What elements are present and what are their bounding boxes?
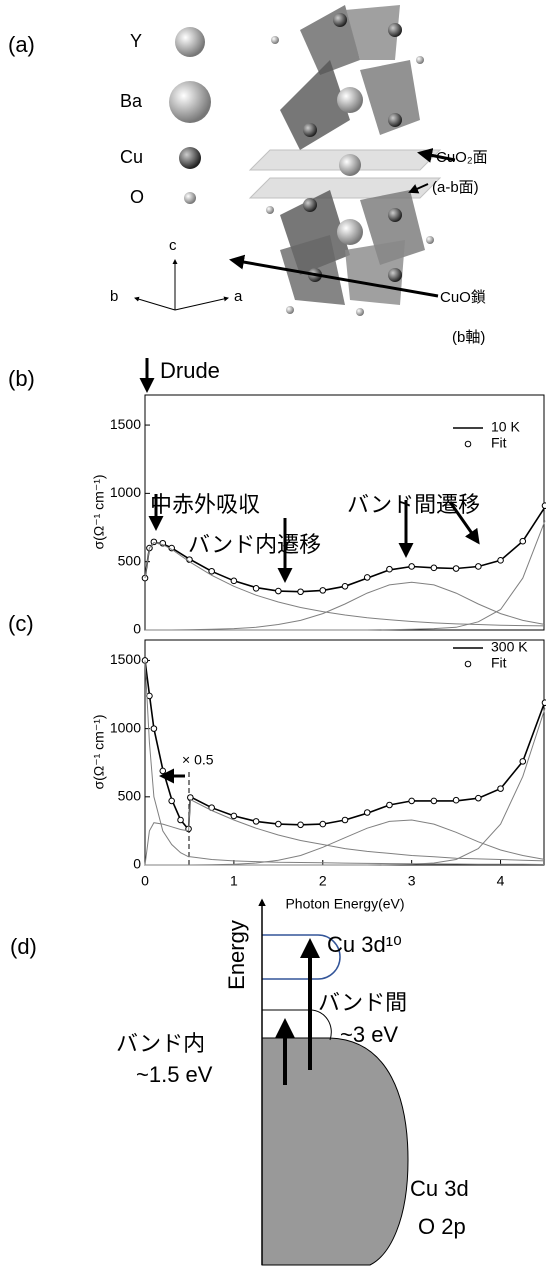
transition-label: バンド間 — [318, 990, 407, 1015]
data-point — [387, 802, 393, 808]
annotation: バンド内遷移 — [188, 532, 321, 557]
data-point — [387, 566, 393, 572]
data-point — [298, 589, 304, 595]
x-tick-label: 0 — [141, 873, 149, 889]
legend-label: 300 K — [491, 639, 528, 655]
data-point — [276, 588, 282, 594]
data-point — [476, 564, 482, 570]
legend-marker — [465, 441, 471, 447]
data-point — [231, 813, 237, 819]
annotation: CuO₂面 — [436, 149, 488, 166]
data-point — [542, 700, 546, 706]
y-tick-label: 500 — [118, 552, 142, 568]
data-point — [276, 821, 282, 827]
data-point — [498, 786, 504, 792]
data-point — [151, 539, 157, 545]
component-line — [145, 708, 545, 865]
level-label: O 2p — [418, 1214, 466, 1239]
atom-label: Y — [130, 31, 142, 51]
data-point — [453, 797, 459, 803]
legend-label: 10 K — [491, 419, 520, 435]
data-point — [151, 726, 157, 732]
data-point — [342, 817, 348, 823]
panel-label: (c) — [8, 611, 34, 636]
x-axis-label: Photon Energy(eV) — [285, 896, 404, 912]
y-tick-label: 0 — [133, 621, 141, 637]
data-point — [364, 810, 370, 816]
transition-energy: ~3 eV — [340, 1022, 398, 1047]
data-point — [498, 558, 504, 564]
annotation: 中赤外吸収 — [150, 492, 260, 517]
annotation: (b軸) — [452, 329, 485, 346]
data-point — [520, 538, 526, 544]
data-point — [431, 565, 437, 571]
x-tick-label: 4 — [497, 873, 505, 889]
axis-label: c — [169, 237, 177, 254]
data-line — [145, 661, 545, 830]
y-tick-label: 1500 — [110, 651, 141, 667]
y-axis-label: σ(Ω⁻¹ cm⁻¹) — [91, 474, 107, 549]
axes-triad — [135, 260, 228, 310]
data-point — [364, 575, 370, 581]
data-point — [320, 588, 326, 594]
atom-legend — [169, 27, 211, 204]
data-point — [160, 768, 166, 774]
data-point — [169, 798, 175, 804]
y-tick-label: 1000 — [110, 719, 141, 735]
data-point — [476, 795, 482, 801]
data-point — [409, 798, 415, 804]
figure: (a) Y Ba Cu O c b a CuO₂面 (a-b面) CuO鎖 (b… — [0, 0, 546, 1267]
panel-label: (a) — [8, 32, 35, 57]
x-tick-label: 1 — [230, 873, 238, 889]
data-point — [231, 578, 237, 584]
data-point — [342, 583, 348, 589]
annotation: Drude — [160, 358, 220, 383]
data-point — [453, 566, 459, 572]
y-tick-label: 1000 — [110, 484, 141, 500]
data-point — [431, 798, 437, 804]
level-label: Cu 3d¹⁰ — [327, 932, 402, 957]
data-point — [520, 759, 526, 765]
annotation: バンド間遷移 — [347, 492, 480, 517]
annotation: CuO鎖 — [440, 289, 486, 306]
atom-label: Ba — [120, 91, 143, 111]
annotation: (a-b面) — [432, 179, 479, 196]
x-tick-label: 2 — [319, 873, 327, 889]
data-point — [320, 821, 326, 827]
y-tick-label: 1500 — [110, 416, 141, 432]
axis-label: Energy — [224, 920, 249, 990]
atom-label: Cu — [120, 147, 143, 167]
data-point — [209, 568, 215, 574]
y-tick-label: 0 — [133, 856, 141, 872]
legend-label: Fit — [491, 435, 507, 451]
panel-label: (d) — [10, 934, 37, 959]
legend-marker — [465, 661, 471, 667]
data-point — [542, 503, 546, 509]
panel-label: (b) — [8, 366, 35, 391]
y-tick-label: 500 — [118, 788, 142, 804]
transition-energy: ~1.5 eV — [136, 1062, 213, 1087]
axis-label: a — [234, 288, 243, 305]
transition-label: バンド内 — [116, 1031, 205, 1056]
data-point — [253, 819, 259, 825]
component-line — [145, 800, 545, 866]
data-point — [178, 817, 184, 823]
legend-label: Fit — [491, 655, 507, 671]
data-point — [298, 822, 304, 828]
atom-label: O — [130, 187, 144, 207]
axis-label: b — [110, 288, 118, 305]
y-axis-label: σ(Ω⁻¹ cm⁻¹) — [91, 714, 107, 789]
data-point — [409, 564, 415, 570]
data-point — [253, 586, 259, 592]
x-tick-label: 3 — [408, 873, 416, 889]
level-label: Cu 3d — [410, 1176, 469, 1201]
annotation: × 0.5 — [182, 752, 214, 768]
